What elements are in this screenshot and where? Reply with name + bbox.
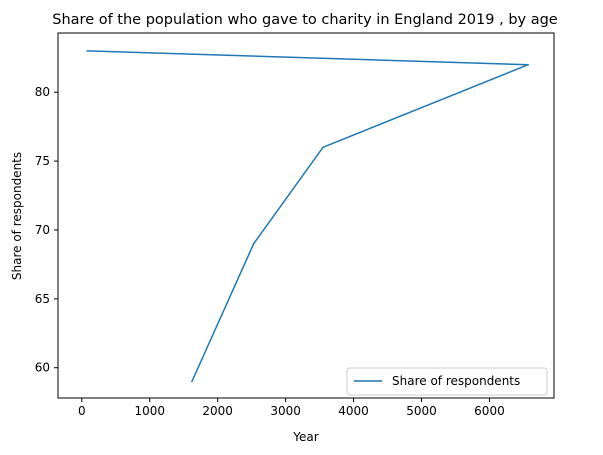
plot-frame xyxy=(57,32,555,399)
x-tick-label: 5000 xyxy=(406,404,437,418)
legend-label: Share of respondents xyxy=(392,374,520,388)
x-axis-label: Year xyxy=(292,430,318,444)
data-point xyxy=(86,50,88,52)
series-line xyxy=(87,50,529,382)
y-axis: 60 65 70 75 80 xyxy=(35,85,58,375)
data-point xyxy=(527,63,529,66)
y-tick-label: 80 xyxy=(35,85,50,99)
data-point xyxy=(191,380,193,383)
x-tick-label: 2000 xyxy=(202,404,233,418)
x-tick-label: 3000 xyxy=(270,404,301,418)
legend: Share of respondents xyxy=(346,367,548,396)
y-tick-label: 70 xyxy=(35,223,50,237)
legend-box xyxy=(346,367,548,396)
y-tick-label: 60 xyxy=(35,361,50,375)
x-tick-label: 4000 xyxy=(338,404,369,418)
x-tick-label: 0 xyxy=(78,404,86,418)
y-tick-label: 65 xyxy=(35,292,50,306)
x-tick-label: 6000 xyxy=(474,404,505,418)
y-axis-label: Share of respondents xyxy=(10,152,24,280)
series-layer xyxy=(86,50,529,383)
data-point xyxy=(252,242,255,245)
data-point xyxy=(322,146,324,149)
y-tick-label: 75 xyxy=(35,154,50,168)
x-axis: 0 1000 2000 3000 4000 5000 6000 xyxy=(78,398,505,418)
x-tick-label: 1000 xyxy=(134,404,165,418)
chart-title: Share of the population who gave to char… xyxy=(52,12,558,28)
